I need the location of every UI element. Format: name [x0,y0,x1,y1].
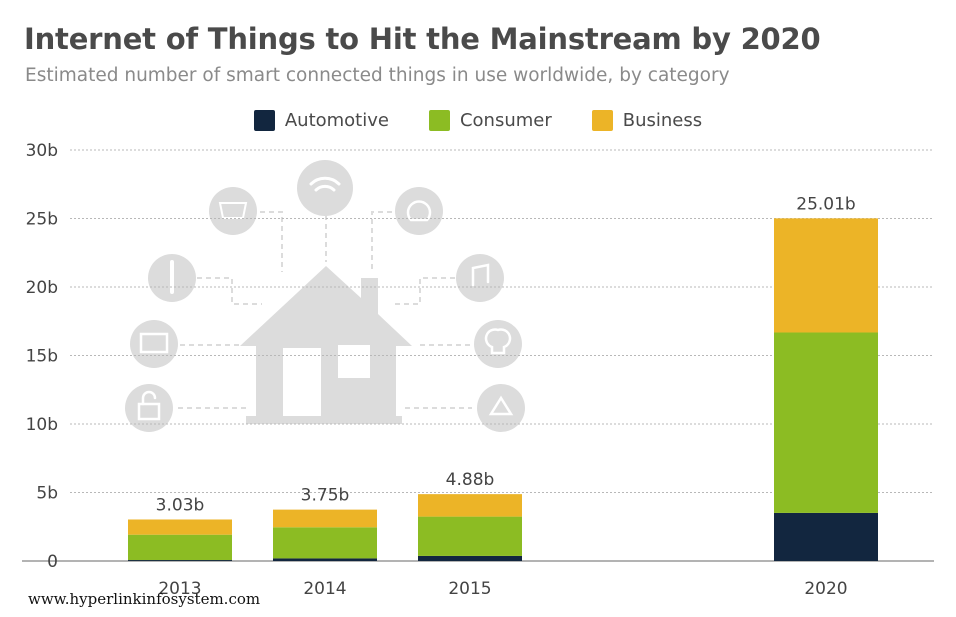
y-tick-label: 30b [26,141,58,161]
bar-segment-automotive [774,512,878,561]
total-data-label: 3.03b [156,495,205,515]
total-data-label: 3.75b [301,486,350,506]
x-tick-label: 2020 [804,579,847,599]
y-tick-label: 25b [26,210,58,230]
y-tick-label: 20b [26,278,58,298]
bar-segment-business [273,509,377,528]
bar-segment-business [418,494,522,517]
legend-swatch-business [591,110,613,131]
x-tick-label: 2013 [158,579,201,599]
bar-segment-consumer [774,332,878,513]
total-data-label: 25.01b [796,194,855,214]
bar-segment-business [128,519,232,535]
legend-swatch-automotive [253,110,275,131]
legend-label-consumer: Consumer [459,110,552,131]
legend-label-business: Business [622,110,703,131]
chart-title: Internet of Things to Hit the Mainstream… [24,22,821,56]
y-tick-label: 0 [47,552,58,572]
chart-subtitle: Estimated number of smart connected thin… [25,65,730,86]
bar-segment-business [774,218,878,333]
bar-segment-consumer [418,516,522,556]
smart-home-icon [125,160,525,432]
bar-segment-automotive [128,560,232,561]
bar-segment-automotive [418,555,522,561]
legend-item-consumer: Consumer [428,110,552,131]
y-tick-label: 5b [36,484,58,504]
x-tick-label: 2015 [448,579,491,599]
x-tick-label: 2014 [303,579,346,599]
legend-item-business: Business [591,110,703,131]
bar-segment-automotive [273,558,377,561]
bar-segment-consumer [128,534,232,561]
legend-label-automotive: Automotive [284,110,389,131]
legend: Automotive Consumer Business [0,110,956,131]
watermark: www.hyperlinkinfosystem.com [28,590,261,608]
legend-swatch-consumer [428,110,450,131]
legend-item-automotive: Automotive [253,110,389,131]
y-tick-label: 10b [26,415,58,435]
bar-segment-consumer [273,527,377,559]
y-tick-label: 15b [26,347,58,367]
total-data-label: 4.88b [446,470,495,490]
